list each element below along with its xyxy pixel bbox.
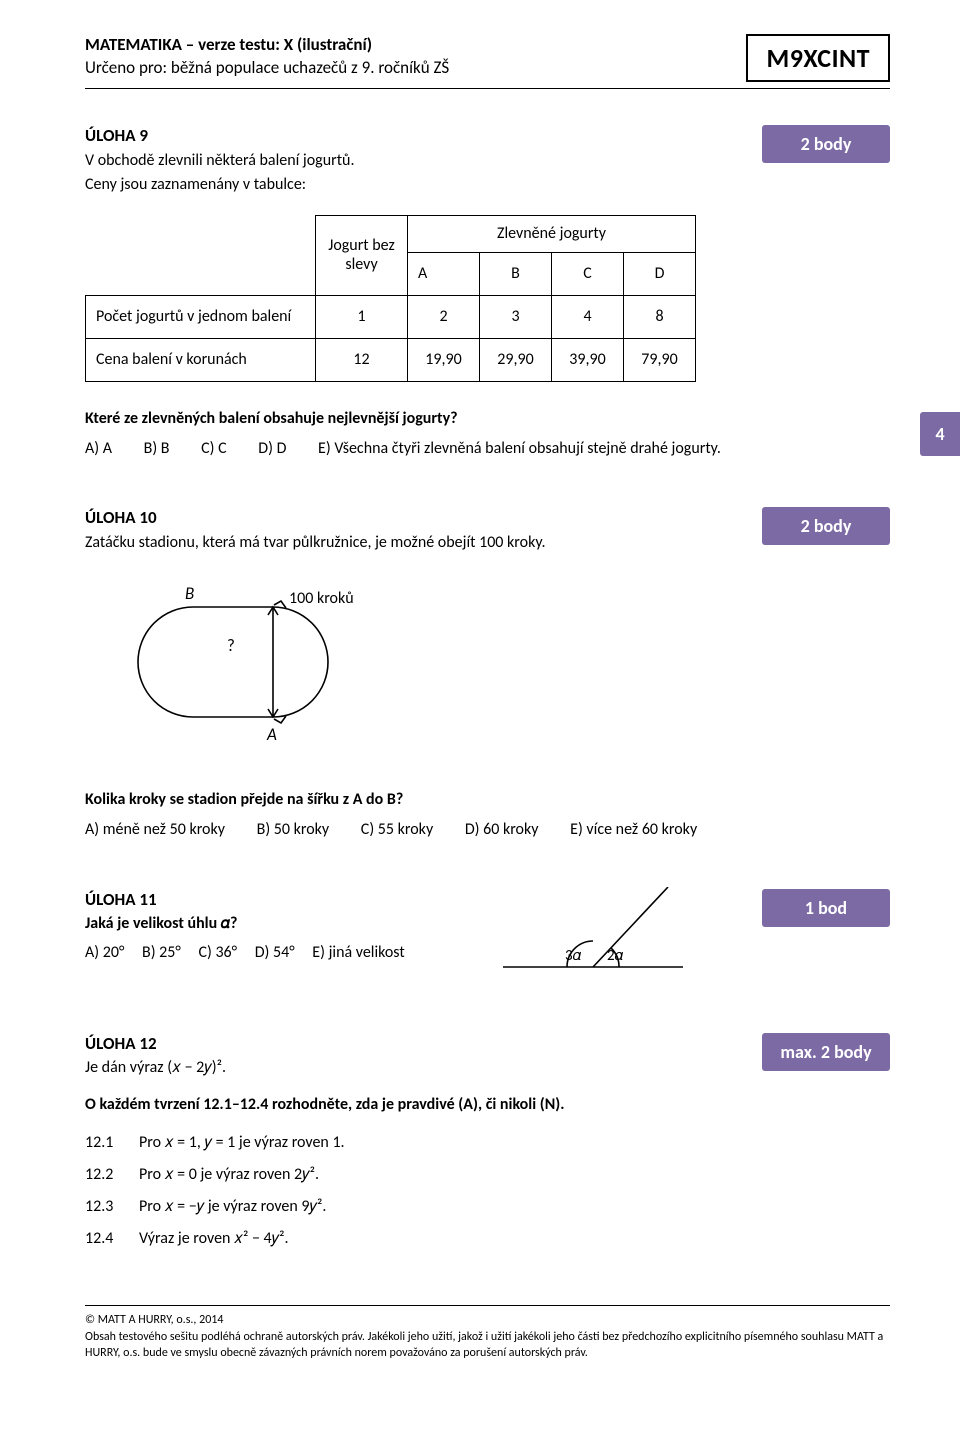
- list-item: 12.3 Pro 𝑥 = −𝑦 je výraz roven 9𝑦².: [85, 1191, 890, 1223]
- fig-label-2a: 2𝛼: [607, 947, 624, 965]
- task10-opt-b: B) 50 kroky: [257, 817, 330, 843]
- task10-opt-d: D) 60 kroky: [465, 817, 539, 843]
- table-subhead-A: A: [408, 252, 480, 295]
- list-item: 12.4 Výraz je roven 𝑥² − 4𝑦².: [85, 1223, 890, 1255]
- task-9: ÚLOHA 9 V obchodě zlevnili některá balen…: [85, 123, 890, 461]
- page-footer: © MATT A HURRY, o.s., 2014 Obsah testové…: [85, 1305, 890, 1362]
- table-cell: 79,90: [624, 338, 696, 381]
- task-11: ÚLOHA 11 Jaká je velikost úhlu 𝛼? A) 20°…: [85, 887, 890, 987]
- task9-points-badge: 2 body: [762, 125, 890, 163]
- table-subhead-B: B: [480, 252, 552, 295]
- stmt-num: 12.4: [85, 1223, 139, 1255]
- task9-opt-d: D) D: [258, 436, 286, 462]
- task11-opt-e: E) jiná velikost: [312, 940, 404, 966]
- task11-opt-b: B) 25°: [142, 940, 181, 966]
- page-number-tab: 4: [920, 412, 960, 456]
- table-cell: 2: [408, 295, 480, 338]
- list-item: 12.2 Pro 𝑥 = 0 je výraz roven 2𝑦².: [85, 1159, 890, 1191]
- stmt-text: Výraz je roven 𝑥² − 4𝑦².: [139, 1223, 289, 1255]
- task10-opt-e: E) více než 60 kroky: [570, 817, 697, 843]
- task12-title: ÚLOHA 12: [85, 1031, 226, 1057]
- task-12: ÚLOHA 12 Je dán výraz (𝑥 − 2𝑦)². max. 2 …: [85, 1031, 890, 1255]
- table-header-zlevnene: Zlevněné jogurty: [408, 215, 696, 252]
- table-row: Počet jogurtů v jednom balení: [86, 295, 316, 338]
- task12-text: Je dán výraz (𝑥 − 2𝑦)².: [85, 1056, 226, 1080]
- stmt-text: Pro 𝑥 = −𝑦 je výraz roven 9𝑦².: [139, 1191, 326, 1223]
- task9-options: A) A B) B C) C D) D E) Všechna čtyři zle…: [85, 436, 890, 462]
- table-row: Cena balení v korunách: [86, 338, 316, 381]
- table-cell: 19,90: [408, 338, 480, 381]
- table-cell: 1: [316, 295, 408, 338]
- task10-opt-c: C) 55 kroky: [361, 817, 433, 843]
- task9-opt-b: B) B: [144, 436, 170, 462]
- header-title: MATEMATIKA – verze testu: X (ilustrační): [85, 34, 372, 55]
- table-header-noslevy: Jogurt bez slevy: [316, 215, 408, 295]
- task9-opt-a: A) A: [85, 436, 112, 462]
- task9-title: ÚLOHA 9: [85, 123, 355, 149]
- task11-opt-a: A) 20°: [85, 940, 124, 966]
- task9-question: Které ze zlevněných balení obsahuje nejl…: [85, 408, 890, 430]
- task9-opt-c: C) C: [201, 436, 227, 462]
- test-code-box: M9XCINT: [746, 34, 890, 82]
- task12-points-badge: max. 2 body: [762, 1033, 890, 1071]
- task-10: ÚLOHA 10 Zatáčku stadionu, která má tvar…: [85, 505, 890, 842]
- task11-points-badge: 1 bod: [762, 889, 890, 927]
- fig-label-3a: 3𝛼: [565, 947, 582, 965]
- stmt-text: Pro 𝑥 = 1, 𝑦 = 1 je výraz roven 1.: [139, 1127, 345, 1159]
- task10-question: Kolika kroky se stadion přejde na šířku …: [85, 789, 890, 811]
- stmt-num: 12.2: [85, 1159, 139, 1191]
- table-cell: 8: [624, 295, 696, 338]
- task10-options: A) méně než 50 kroky B) 50 kroky C) 55 k…: [85, 817, 890, 843]
- table-cell: 39,90: [552, 338, 624, 381]
- header-subtitle: Určeno pro: běžná populace uchazečů z 9.…: [85, 57, 449, 78]
- task9-text1: V obchodě zlevnili některá balení jogurt…: [85, 149, 355, 173]
- table-cell: 12: [316, 338, 408, 381]
- task11-text: Jaká je velikost úhlu 𝛼?: [85, 912, 405, 936]
- fig-label-qmark: ?: [227, 635, 235, 656]
- task11-opt-c: C) 36°: [198, 940, 237, 966]
- task12-question: O každém tvrzení 12.1–12.4 rozhodněte, z…: [85, 1094, 890, 1116]
- task10-opt-a: A) méně než 50 kroky: [85, 817, 225, 843]
- list-item: 12.1 Pro 𝑥 = 1, 𝑦 = 1 je výraz roven 1.: [85, 1127, 890, 1159]
- fig-label-B: B: [185, 583, 194, 604]
- table-subhead-C: C: [552, 252, 624, 295]
- task12-statements: 12.1 Pro 𝑥 = 1, 𝑦 = 1 je výraz roven 1. …: [85, 1127, 890, 1255]
- table-cell: 3: [480, 295, 552, 338]
- footer-line1: © MATT A HURRY, o.s., 2014: [85, 1312, 890, 1329]
- task10-points-badge: 2 body: [762, 507, 890, 545]
- task10-figure: B ? A 100 kroků: [123, 567, 383, 767]
- header-divider: [85, 88, 890, 89]
- task11-figure: 3𝛼 2𝛼: [503, 887, 683, 987]
- task11-options: A) 20° B) 25° C) 36° D) 54° E) jiná veli…: [85, 940, 405, 966]
- task10-title: ÚLOHA 10: [85, 505, 546, 531]
- stmt-num: 12.1: [85, 1127, 139, 1159]
- table-cell: 4: [552, 295, 624, 338]
- fig-label-100kroku: 100 kroků: [289, 589, 354, 608]
- page-header: MATEMATIKA – verze testu: X (ilustrační)…: [85, 34, 890, 82]
- table-subhead-D: D: [624, 252, 696, 295]
- task10-text1: Zatáčku stadionu, která má tvar půlkružn…: [85, 531, 546, 555]
- task9-opt-e: E) Všechna čtyři zlevněná balení obsahuj…: [318, 436, 721, 462]
- task11-title: ÚLOHA 11: [85, 887, 405, 913]
- fig-label-A: A: [266, 724, 277, 745]
- table-cell: 29,90: [480, 338, 552, 381]
- task9-text2: Ceny jsou zaznamenány v tabulce:: [85, 173, 355, 197]
- stmt-num: 12.3: [85, 1191, 139, 1223]
- task9-table: Jogurt bez slevy Zlevněné jogurty A B C …: [85, 215, 696, 382]
- task11-opt-d: D) 54°: [255, 940, 295, 966]
- header-left: MATEMATIKA – verze testu: X (ilustrační)…: [85, 34, 449, 80]
- stmt-text: Pro 𝑥 = 0 je výraz roven 2𝑦².: [139, 1159, 319, 1191]
- footer-line2: Obsah testového sešitu podléhá ochraně a…: [85, 1329, 890, 1363]
